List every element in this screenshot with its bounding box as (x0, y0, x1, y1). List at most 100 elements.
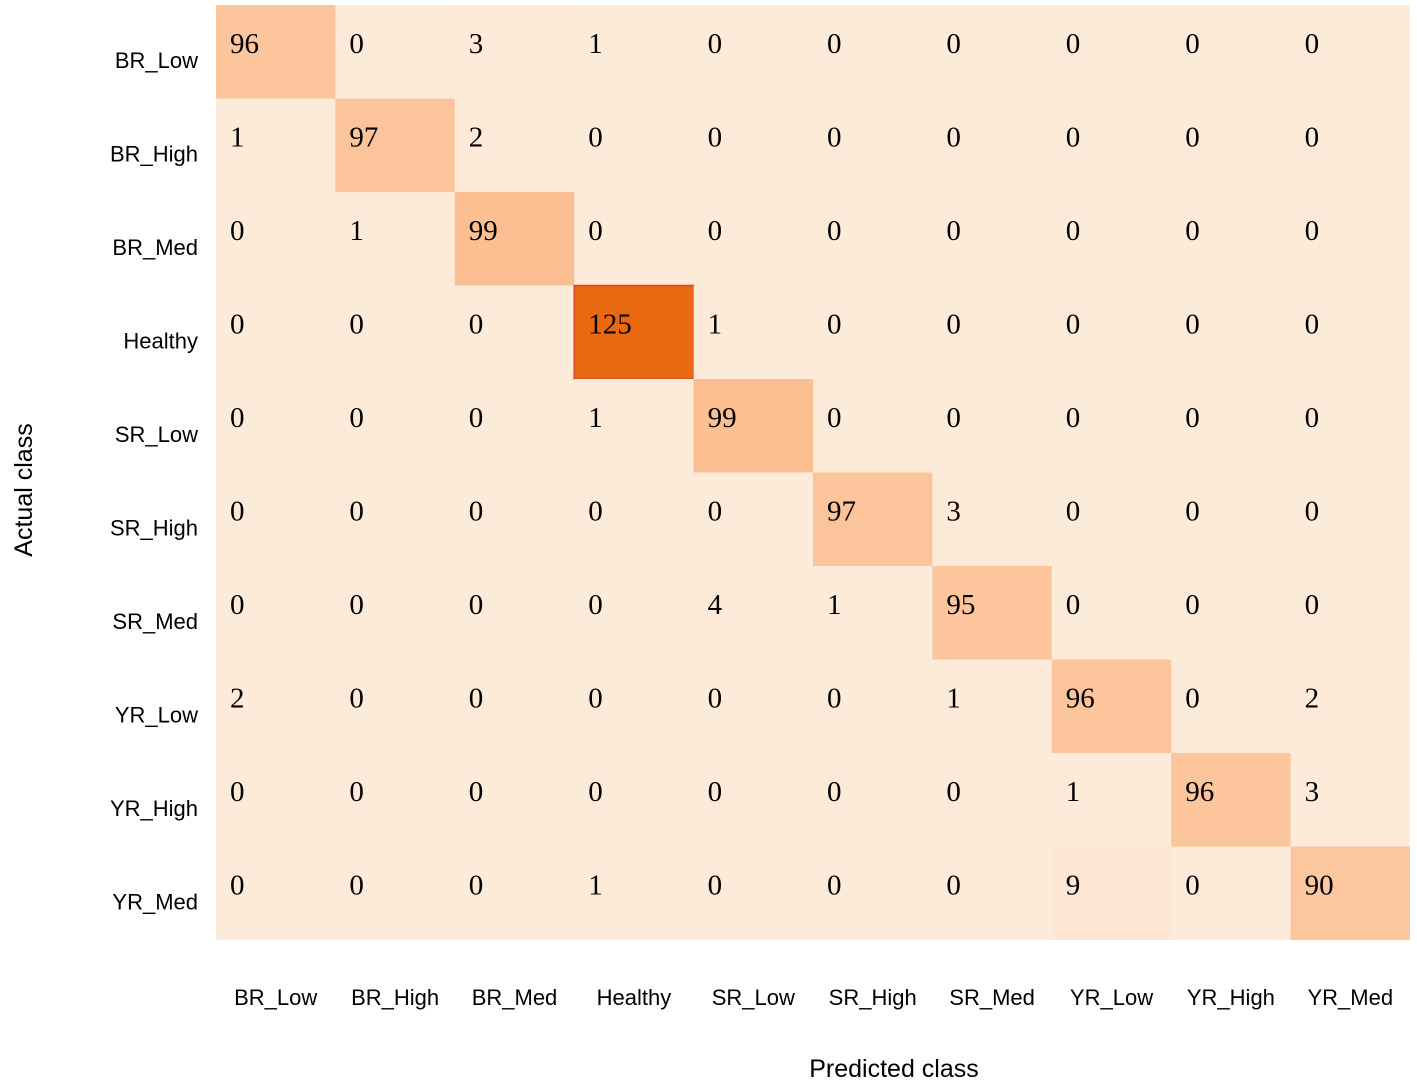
y-tick-label: YR_Med (112, 889, 198, 914)
matrix-cell-3-4 (693, 285, 813, 379)
cell-value-label: 0 (1066, 309, 1081, 341)
matrix-cell-7-0 (216, 659, 336, 753)
matrix-cell-1-0 (216, 98, 336, 192)
cell-value-label: 0 (588, 122, 603, 154)
x-tick-label: BR_Low (234, 985, 317, 1010)
cell-value-label: 0 (827, 122, 842, 154)
cell-value-label: 1 (708, 309, 723, 341)
matrix-cell-0-2 (454, 5, 575, 99)
cell-value-label: 2 (230, 683, 245, 715)
cell-value-label: 0 (1305, 215, 1320, 247)
cell-value-label: 0 (708, 683, 723, 715)
x-tick-label: YR_Med (1308, 985, 1394, 1010)
cell-value-label: 0 (827, 683, 842, 715)
cell-value-label: 3 (946, 496, 961, 528)
cell-value-label: 0 (946, 402, 961, 434)
matrix-cell-7-9 (1290, 659, 1410, 753)
matrix-cell-0-3 (574, 5, 694, 99)
y-tick-label: BR_Med (112, 235, 198, 260)
cell-value-label: 0 (588, 683, 603, 715)
cell-value-label: 0 (230, 870, 245, 902)
cell-value-label: 0 (827, 215, 842, 247)
y-tick-label: Healthy (123, 328, 198, 353)
y-tick-label: YR_High (110, 796, 198, 821)
cell-value-label: 0 (588, 215, 603, 247)
matrix-cell-2-2 (454, 192, 575, 286)
x-tick-label: YR_Low (1070, 985, 1153, 1010)
cell-value-label: 0 (349, 776, 364, 808)
cell-value-label: 0 (349, 870, 364, 902)
cell-value-label: 0 (827, 309, 842, 341)
cell-value-label: 0 (1305, 496, 1320, 528)
cell-value-label: 0 (827, 402, 842, 434)
cell-value-label: 0 (588, 496, 603, 528)
cell-value-label: 0 (588, 776, 603, 808)
y-tick-labels: BR_Low BR_High BR_Med Healthy SR_Low SR_High S… (110, 48, 198, 915)
matrix-cell-8-9 (1290, 753, 1410, 847)
cell-value-label: 0 (1066, 589, 1081, 621)
cell-value-label: 0 (588, 589, 603, 621)
cell-value-label: 0 (469, 776, 484, 808)
cell-value-label: 0 (1305, 402, 1320, 434)
cell-value-label: 0 (946, 122, 961, 154)
cell-value-label: 99 (469, 215, 498, 247)
cell-value-label: 0 (946, 215, 961, 247)
cell-value-label: 0 (1185, 870, 1200, 902)
cell-value-label: 0 (827, 28, 842, 60)
x-tick-label: BR_High (351, 985, 439, 1010)
cell-value-label: 0 (230, 309, 245, 341)
matrix-cell-6-5 (813, 566, 933, 660)
y-tick-label: BR_Low (115, 48, 198, 73)
cell-value-label: 0 (1185, 683, 1200, 715)
x-tick-label: Healthy (597, 985, 672, 1010)
matrix-cell-5-5 (813, 472, 933, 566)
matrix-cell-5-6 (932, 472, 1052, 566)
cell-value-label: 0 (1305, 309, 1320, 341)
cell-value-label: 0 (230, 215, 245, 247)
cell-value-label: 0 (946, 28, 961, 60)
y-tick-label: SR_Low (115, 422, 198, 447)
matrix-cell-6-6 (932, 566, 1052, 660)
cell-value-label: 1 (588, 402, 603, 434)
cell-value-label: 1 (588, 28, 603, 60)
y-axis-label: Actual class (10, 423, 38, 556)
cell-value-label: 0 (349, 496, 364, 528)
cell-value-label: 0 (1066, 496, 1081, 528)
cell-value-label: 0 (469, 683, 484, 715)
cell-value-label: 0 (230, 589, 245, 621)
cell-value-label: 1 (230, 122, 245, 154)
cell-value-label: 0 (349, 28, 364, 60)
cell-value-label: 0 (708, 122, 723, 154)
cell-value-label: 1 (588, 870, 603, 902)
cell-value-label: 96 (1066, 683, 1095, 715)
cell-value-label: 0 (708, 215, 723, 247)
matrix-cells (216, 5, 1410, 940)
cell-value-label: 1 (349, 215, 364, 247)
y-tick-label: SR_Med (112, 609, 198, 634)
matrix-cell-9-9 (1290, 846, 1410, 940)
cell-value-label: 0 (469, 870, 484, 902)
cell-value-label: 1 (946, 683, 961, 715)
y-tick-label: YR_Low (115, 702, 198, 727)
cell-value-label: 0 (469, 309, 484, 341)
matrix-cell-6-4 (693, 566, 813, 660)
cell-value-label: 3 (469, 28, 484, 60)
cell-value-label: 1 (1066, 776, 1081, 808)
cell-value-label: 0 (708, 28, 723, 60)
cell-value-label: 0 (469, 589, 484, 621)
cell-value-label: 0 (1185, 402, 1200, 434)
x-axis-label: Predicted class (809, 1055, 979, 1083)
x-tick-label: YR_High (1187, 985, 1275, 1010)
cell-value-label: 0 (946, 870, 961, 902)
cell-value-label: 0 (946, 776, 961, 808)
cell-value-label: 0 (827, 776, 842, 808)
cell-value-label: 125 (588, 309, 632, 341)
matrix-cell-1-1 (335, 98, 455, 192)
cell-value-label: 0 (1305, 122, 1320, 154)
cell-value-label: 0 (708, 870, 723, 902)
cell-value-label: 0 (1066, 215, 1081, 247)
cell-value-label: 0 (349, 309, 364, 341)
cell-value-label: 0 (349, 402, 364, 434)
cell-value-label: 0 (1185, 28, 1200, 60)
